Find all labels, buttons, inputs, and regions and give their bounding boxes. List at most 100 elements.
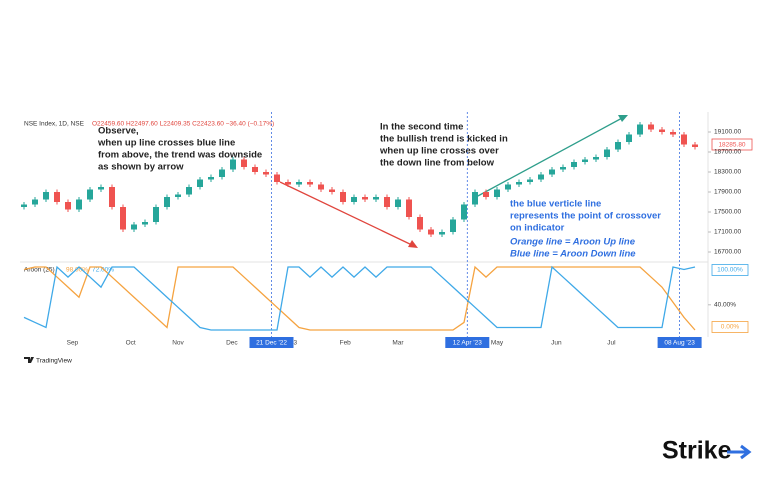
- annotation-line: the bullish trend is kicked in: [380, 134, 508, 145]
- annotation-2: In the second time the bullish trend is …: [379, 122, 508, 169]
- candle-body: [197, 179, 203, 187]
- candle-body: [494, 189, 500, 197]
- annotation-line: as shown by arrow: [98, 162, 184, 173]
- candle-body: [428, 229, 434, 235]
- annotation-3: the blue verticle line represents the po…: [510, 199, 661, 234]
- crossover-tag: [445, 337, 490, 348]
- arrow-line: [279, 181, 415, 247]
- ohlc-readout: O22459.60 H22497.60 L22409.35 C22423.60 …: [92, 121, 274, 128]
- candle-body: [362, 197, 368, 200]
- aroon-last-tag: [711, 264, 749, 276]
- candle-body: [648, 124, 654, 130]
- y-tick-label: 19100.00: [714, 129, 741, 136]
- candle-body: [164, 197, 170, 207]
- candle-body: [560, 167, 566, 170]
- candle-body: [681, 134, 687, 145]
- candle-body: [549, 169, 555, 175]
- candle-body: [329, 189, 335, 192]
- candle-body: [604, 149, 610, 157]
- candle-body: [32, 199, 38, 205]
- annotation-line: when up line crosses over: [379, 146, 499, 157]
- annotation-line: Orange line = Aroon Up line: [510, 237, 636, 248]
- y-tick-label: 17900.00: [714, 189, 741, 196]
- candle-body: [593, 157, 599, 160]
- annotation-1: Observe, when up line crosses blue line …: [97, 126, 262, 173]
- candle-body: [395, 199, 401, 207]
- symbol-header: NSE Index, 1D, NSE: [24, 121, 85, 128]
- aroon-line: [23, 265, 696, 331]
- candle-body: [21, 204, 27, 207]
- aroon-last-label: 100.00%: [717, 267, 743, 274]
- y-tick-label: 18700.00: [714, 149, 741, 156]
- candle-body: [439, 232, 445, 235]
- candle-body: [274, 174, 280, 182]
- candle-body: [142, 222, 148, 225]
- annotation-line: from above, the trend was downside: [98, 150, 262, 161]
- candle-body: [186, 187, 192, 195]
- crossover-label: 08 Aug '23: [664, 340, 695, 347]
- annotation-line: Blue line = Aroon Down line: [510, 249, 636, 260]
- aroon-up-readout: 98.00%: [66, 267, 88, 274]
- candle-body: [175, 194, 181, 197]
- candle-body: [120, 207, 126, 230]
- up-arrow: [475, 115, 628, 198]
- annotation-line: the blue verticle line: [510, 199, 601, 210]
- aroon-last-label: 0.00%: [721, 324, 740, 331]
- candle-body: [307, 182, 313, 185]
- x-tick-label: Feb: [340, 340, 352, 347]
- y-tick-label: 17100.00: [714, 229, 741, 236]
- candle-body: [582, 159, 588, 162]
- brand-arrow: [727, 444, 752, 460]
- candle-body: [626, 134, 632, 142]
- candle-body: [351, 197, 357, 202]
- candle-body: [65, 202, 71, 210]
- y-tick-label: 17500.00: [714, 209, 741, 216]
- x-tick-label: Jun: [551, 340, 562, 347]
- candle-body: [252, 167, 258, 172]
- candle-body: [76, 199, 82, 210]
- x-tick-label: 23: [290, 340, 298, 347]
- candle-body: [285, 182, 291, 185]
- logo-icon: [24, 357, 34, 363]
- down-arrow: [279, 181, 418, 248]
- candle-body: [54, 192, 60, 202]
- aroon-line: [23, 265, 696, 331]
- candle-body: [153, 207, 159, 222]
- candle-body: [516, 182, 522, 185]
- crossover-tag: [657, 337, 702, 348]
- candle-body: [296, 182, 302, 185]
- indicator-tick-label: 40.00%: [714, 302, 736, 309]
- candle-body: [692, 144, 698, 147]
- candle-body: [340, 192, 346, 202]
- candle-body: [373, 197, 379, 200]
- crossover-label: 21 Dec '22: [256, 340, 287, 347]
- candle-body: [450, 219, 456, 232]
- candle-body: [230, 159, 236, 170]
- x-tick-label: Dec: [226, 340, 238, 347]
- x-tick-label: Sep: [67, 340, 79, 347]
- annotation-line: when up line crosses blue line: [97, 138, 235, 149]
- candle-body: [131, 224, 137, 230]
- crossover-tag: [249, 337, 294, 348]
- arrow-head: [618, 115, 628, 122]
- candle-body: [109, 187, 115, 207]
- arrow-line: [475, 116, 625, 198]
- logo-text: TradingView: [36, 358, 72, 365]
- brand-text: Strike: [662, 437, 732, 465]
- arrow-head: [408, 240, 418, 248]
- candle-body: [406, 199, 412, 217]
- candle-body: [670, 132, 676, 135]
- candle-body: [483, 192, 489, 197]
- candle-body: [472, 192, 478, 205]
- brand-logo: Strike: [662, 437, 752, 465]
- x-tick-label: Mar: [392, 340, 404, 347]
- annotation-line: represents the point of crossover: [510, 211, 661, 222]
- candle-body: [219, 169, 225, 177]
- y-tick-label: 18300.00: [714, 169, 741, 176]
- x-tick-label: Nov: [172, 340, 184, 347]
- tradingview-logo: TradingView: [24, 357, 72, 365]
- candle-body: [318, 184, 324, 190]
- x-tick-label: May: [491, 340, 504, 347]
- last-price-tag: 18285.80: [711, 138, 753, 151]
